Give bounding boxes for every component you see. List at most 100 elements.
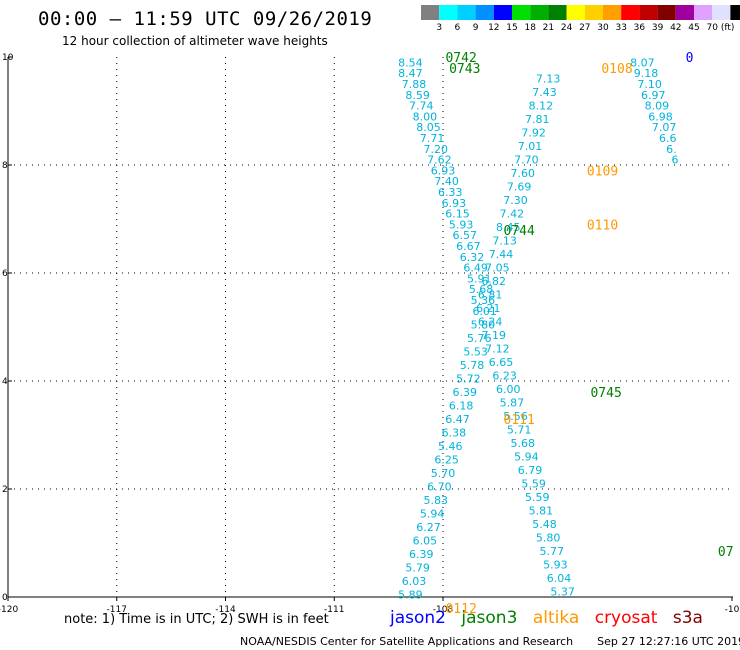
wave-height-label: 7.19	[482, 329, 507, 342]
wave-height-label: 8.07	[630, 56, 655, 69]
legend-label: 6	[455, 23, 461, 33]
legend-swatch	[639, 5, 658, 20]
wave-height-label: 5.53	[463, 345, 488, 358]
x-tick-label: -117	[107, 605, 127, 615]
legend-label: 30	[597, 23, 609, 33]
wave-height-label: 7.20	[424, 143, 449, 156]
wave-height-label: 8.00	[413, 110, 438, 123]
wave-height-label: 6.93	[431, 164, 456, 177]
legend-swatch	[512, 5, 531, 20]
wave-height-label: 7.60	[511, 167, 536, 180]
legend-swatch	[584, 5, 603, 20]
chart-subtitle: 12 hour collection of altimeter wave hei…	[62, 34, 328, 48]
wave-height-label: 8.09	[645, 100, 670, 113]
wave-height-label: 5.93	[543, 559, 568, 572]
wave-height-label: 7.69	[507, 181, 532, 194]
legend-swatch	[475, 5, 494, 20]
legend-swatch	[493, 5, 512, 20]
legend-label: 21	[543, 23, 554, 33]
wave-height-label: 5.89	[398, 588, 423, 601]
wave-height-label: 6.21	[476, 302, 501, 315]
legend-label: 45	[688, 23, 699, 33]
wave-height-label: 6.03	[402, 575, 427, 588]
legend-label: 70	[706, 23, 718, 33]
wave-height-label: 8.12	[529, 100, 554, 113]
satellite-legend: jason2 jason3 altika cryosat s3a	[390, 608, 713, 628]
pass-time-label: 0110	[587, 218, 618, 233]
wave-height-label: 5.70	[431, 467, 456, 480]
pass-time-label: 0742	[445, 51, 476, 66]
legend-label: 15	[506, 23, 517, 33]
wave-height-label: 5.77	[540, 545, 565, 558]
footer-timestamp: Sep 27 12:27:16 UTC 2019	[597, 635, 740, 648]
legend-swatch	[530, 5, 549, 20]
legend-label: 24	[561, 23, 573, 33]
plot-axes: -120 -117 -114 -111 -108 -10 0 2 4 6 8 10	[0, 53, 740, 615]
wave-height-label: 6.01	[472, 305, 497, 318]
legend-label: 3	[436, 23, 442, 33]
wave-height-label: 8.59	[405, 89, 430, 102]
note-text: note: 1) Time is in UTC; 2) SWH is in fe…	[64, 612, 329, 627]
wave-height-label: 5.48	[532, 518, 557, 531]
wave-height-label: 7.05	[485, 262, 510, 275]
legend-swatch	[657, 5, 676, 20]
wave-height-label: 6.97	[641, 89, 666, 102]
pass-time-label: 0744	[503, 224, 534, 239]
satellite-jason2: jason2	[390, 608, 446, 628]
wave-height-label: 7.30	[503, 194, 528, 207]
wave-height-label: 8.05	[416, 121, 441, 134]
legend-label: 9	[473, 23, 479, 33]
wave-height-label: 5.72	[456, 372, 481, 385]
wave-height-label: 6.27	[416, 521, 441, 534]
legend-label: 36	[634, 23, 646, 33]
wave-height-label: 5.59	[525, 491, 550, 504]
satellite-cryosat: cryosat	[594, 608, 658, 628]
chart-title: 00:00 – 11:59 UTC 09/26/2019	[38, 8, 373, 30]
legend-swatch	[621, 5, 640, 20]
wave-height-label: 7.43	[532, 86, 557, 99]
y-tick-label: 0	[2, 593, 8, 603]
wave-height-label: 7.40	[434, 175, 459, 188]
satellite-s3a: s3a	[672, 608, 703, 628]
wave-height-label: 6.79	[518, 464, 543, 477]
wave-height-label: 8.45	[496, 221, 521, 234]
wave-height-label: 6.23	[492, 370, 517, 383]
wave-height-label: 5.80	[471, 318, 496, 331]
data-labels: 8.548.477.888.597.748.008.057.717.207.62…	[398, 56, 678, 601]
wave-height-label: 7.13	[492, 235, 517, 248]
wave-height-label: 6.24	[478, 316, 503, 329]
wave-height-label: 6.38	[442, 426, 467, 439]
wave-height-label: 6.18	[449, 399, 474, 412]
wave-height-label: 7.01	[518, 140, 543, 153]
legend-unit: (ft)	[721, 23, 735, 33]
wave-height-label: 7.42	[500, 208, 525, 221]
wave-height-label: 7.07	[652, 121, 677, 134]
legend-swatch	[730, 5, 740, 20]
wave-height-label: 6.05	[413, 534, 438, 547]
wave-height-label: 6.	[666, 143, 677, 156]
footer-credit: NOAA/NESDIS Center for Satellite Applica…	[240, 635, 574, 648]
wave-height-label: 5.94	[420, 507, 445, 520]
wave-height-label: 6.82	[482, 275, 507, 288]
wave-height-label: 5.37	[550, 586, 575, 599]
x-tick-label: -120	[0, 605, 18, 615]
wave-height-label: 5.78	[460, 359, 485, 372]
wave-height-label: 6.15	[445, 208, 470, 221]
wave-height-label: 6.57	[453, 229, 478, 242]
legend-label: 39	[652, 23, 664, 33]
legend-label: 12	[488, 23, 499, 33]
wave-height-label: 6.98	[648, 110, 673, 123]
wave-height-label: 5.68	[469, 283, 494, 296]
wave-height-label: 5.36	[471, 294, 496, 307]
legend-swatch	[694, 5, 713, 20]
pass-time-label: 0108	[601, 62, 632, 77]
pass-time-label: 0743	[449, 62, 480, 77]
wave-height-label: 6.70	[427, 480, 452, 493]
wave-height-label: 7.81	[525, 113, 550, 126]
wave-height-label: 6.81	[478, 289, 503, 302]
wave-height-label: 6.6	[659, 132, 677, 145]
legend-label: 42	[670, 23, 681, 33]
wave-height-label: 9.18	[634, 67, 659, 80]
wave-height-label: 5.83	[424, 494, 449, 507]
